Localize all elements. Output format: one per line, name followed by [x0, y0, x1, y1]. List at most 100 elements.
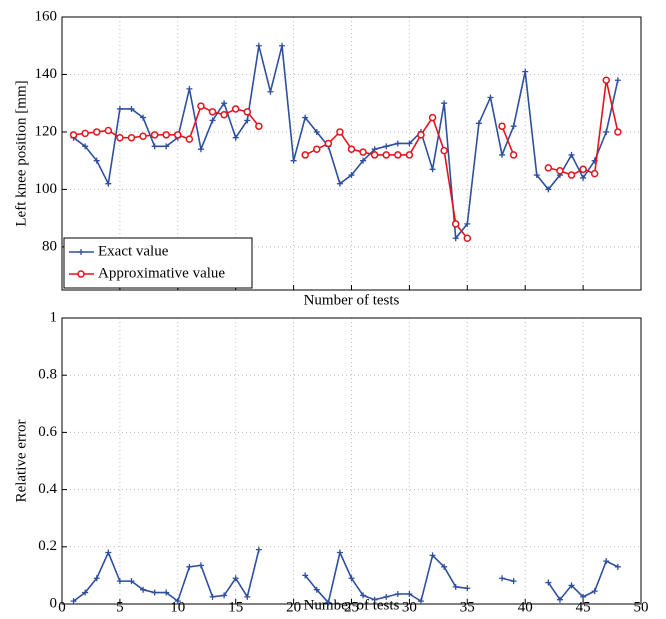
data-point — [614, 128, 622, 136]
y-tick-label: 0.6 — [38, 424, 57, 440]
data-point — [163, 143, 170, 150]
data-point — [556, 166, 564, 175]
data-point — [128, 105, 135, 112]
data-point — [140, 586, 147, 593]
data-point — [197, 146, 204, 153]
data-point — [243, 108, 252, 116]
data-point — [81, 129, 89, 138]
data-point — [221, 100, 228, 107]
data-point — [105, 549, 112, 556]
data-point — [428, 113, 437, 122]
data-point — [441, 563, 448, 570]
data-point — [347, 145, 356, 153]
data-point — [186, 85, 193, 92]
data-point — [568, 151, 575, 158]
y-tick-label: 0.2 — [38, 538, 57, 554]
data-point — [405, 151, 414, 159]
data-point — [510, 578, 517, 585]
data-point — [556, 596, 563, 603]
data-point — [406, 590, 413, 597]
data-point — [209, 593, 216, 600]
data-point — [487, 94, 494, 101]
data-point — [116, 578, 123, 585]
data-point — [383, 143, 390, 150]
data-point — [93, 575, 100, 582]
y-tick-label: 0 — [50, 595, 58, 611]
data-point — [359, 148, 367, 156]
x-tick-label: 25 — [344, 599, 359, 614]
x-tick-label: 40 — [518, 599, 533, 614]
data-point — [336, 549, 343, 556]
x-tick-label: 0 — [58, 599, 66, 614]
data-point — [302, 572, 309, 579]
data-point — [440, 146, 448, 155]
data-point — [92, 128, 101, 136]
data-point — [360, 157, 367, 164]
y-tick-label: 120 — [35, 123, 58, 139]
data-point — [510, 123, 517, 130]
data-point — [429, 552, 436, 559]
data-point — [463, 234, 472, 243]
data-point — [324, 139, 333, 148]
data-point — [301, 151, 309, 159]
data-point — [394, 140, 401, 147]
data-point — [93, 157, 100, 164]
data-point — [279, 42, 286, 49]
data-point — [394, 151, 402, 159]
data-point — [464, 585, 471, 592]
data-point — [475, 120, 482, 127]
x-tick-label: 10 — [170, 599, 185, 614]
data-point — [509, 151, 518, 159]
data-point — [82, 589, 89, 596]
data-point — [568, 582, 575, 589]
data-point — [220, 110, 228, 119]
legend-marker — [77, 270, 85, 278]
data-point — [452, 235, 459, 242]
data-point — [209, 117, 216, 124]
data-point — [406, 140, 413, 147]
data-point — [580, 174, 587, 181]
data-point — [140, 114, 147, 121]
plot-area — [62, 318, 641, 604]
data-point — [163, 589, 170, 596]
y-tick-label: 100 — [35, 181, 58, 197]
y-axis-label: Relative error — [13, 420, 29, 503]
data-point — [139, 132, 147, 141]
legend-label: Exact value — [98, 243, 169, 259]
data-point — [602, 76, 611, 84]
data-point — [348, 172, 355, 179]
data-point — [325, 599, 332, 606]
data-point — [82, 143, 89, 150]
data-point — [614, 77, 621, 84]
data-point — [128, 578, 135, 585]
data-point — [382, 151, 390, 159]
x-tick-label: 50 — [634, 599, 649, 614]
data-point — [231, 105, 240, 113]
data-point — [522, 68, 529, 75]
data-point — [545, 186, 552, 193]
plot-frame — [61, 317, 642, 605]
data-point — [186, 563, 193, 570]
data-point — [614, 563, 621, 570]
data-point — [533, 172, 540, 179]
data-point — [499, 575, 506, 582]
y-tick-label: 160 — [35, 8, 58, 24]
data-point — [383, 593, 390, 600]
data-point — [417, 131, 425, 139]
data-point — [371, 596, 378, 603]
x-tick-label: 35 — [460, 599, 475, 614]
data-point — [255, 122, 263, 130]
x-axis-label: Number of tests — [304, 292, 400, 308]
data-point — [127, 133, 136, 142]
data-point — [69, 131, 78, 139]
y-tick-label: 1 — [50, 309, 58, 325]
data-point — [174, 131, 182, 139]
data-point — [360, 592, 367, 599]
data-point — [185, 135, 194, 143]
data-point — [499, 151, 506, 158]
data-point — [116, 105, 123, 112]
data-point — [174, 598, 181, 605]
x-tick-label: 20 — [286, 599, 301, 614]
plot-frame — [61, 16, 642, 291]
data-point — [336, 180, 343, 187]
